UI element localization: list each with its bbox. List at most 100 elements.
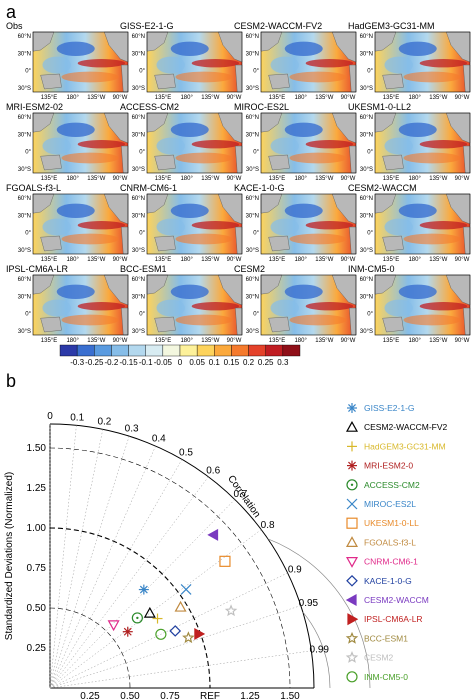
taylor-corr-ray xyxy=(49,429,104,689)
map-lon-tick: 180° xyxy=(180,95,193,101)
panel-a-label: a xyxy=(6,2,17,22)
map-frame xyxy=(374,193,471,255)
map-panel: FGOALS-f3-L 60°N 30°N 0° 30°S 135°E 180° 135°W 9… xyxy=(6,183,129,263)
map-lat-tick: 30°S xyxy=(246,329,259,335)
map-lon-tick: 90°W xyxy=(455,176,470,182)
taylor-marker xyxy=(345,631,359,644)
map-lat-tick: 30°S xyxy=(132,86,145,92)
map-lon-tick: 180° xyxy=(294,176,307,182)
colorbar-tick: 0.1 xyxy=(209,358,221,367)
map-lat-tick: 0° xyxy=(367,231,373,237)
map-title: GISS-E2-1-G xyxy=(120,21,174,31)
legend-label: MRI-ESM2-0 xyxy=(364,461,413,471)
taylor-marker xyxy=(345,556,359,568)
map-anomaly-warm xyxy=(289,233,347,245)
taylor-marker xyxy=(347,441,357,452)
map-lat-tick: 0° xyxy=(367,69,373,75)
map-lon-tick: 135°E xyxy=(155,338,171,344)
legend-label: MIROC-ES2L xyxy=(364,499,416,509)
map-lon-tick: 135°W xyxy=(87,257,105,263)
legend-label: BCC-ESM1 xyxy=(364,633,408,643)
map-lon-tick: 90°W xyxy=(227,338,242,344)
taylor-corr-tick: 0.8 xyxy=(261,520,275,531)
map-lon-tick: 135°E xyxy=(269,338,285,344)
taylor-marker xyxy=(346,574,358,587)
taylor-corr-tick: 0.3 xyxy=(125,424,139,435)
map-anomaly-warm xyxy=(419,302,468,311)
map-lon-tick: 135°E xyxy=(269,176,285,182)
map-panel: CESM2 60°N 30°N 0° 30°S 135°E 180° 135°W 90°W xyxy=(234,264,357,344)
map-land-australia xyxy=(268,235,290,252)
map-panel: CNRM-CM6-1 60°N 30°N 0° 30°S 135°E 180° 135°W 90… xyxy=(120,183,243,263)
map-anomaly-warm xyxy=(175,152,233,164)
map-anomaly-warm xyxy=(61,71,119,83)
taylor-y-tick: 1.50 xyxy=(27,443,47,454)
legend-label: INM-CM5-0 xyxy=(364,672,408,682)
map-lon-tick: 135°E xyxy=(383,257,399,263)
panel-b-label: b xyxy=(6,371,16,391)
legend-label: CESM2-WACCM xyxy=(364,595,429,605)
taylor-y-tick: 1.25 xyxy=(27,483,47,494)
map-lat-tick: 60°N xyxy=(360,196,373,202)
map-lon-tick: 135°W xyxy=(87,95,105,101)
taylor-corr-ray xyxy=(49,425,77,689)
colorbar-tick: -0.05 xyxy=(154,358,173,367)
map-lat-tick: 60°N xyxy=(360,34,373,40)
map-land-australia xyxy=(382,154,404,171)
taylor-corr-ray xyxy=(49,445,156,689)
taylor-marker xyxy=(347,613,359,626)
colorbar: -0.3 -0.25 -0.2 -0.15 -0.1 -0.05 0 0.05 0.1 0.15 0… xyxy=(59,344,301,367)
map-lat-tick: 0° xyxy=(25,69,31,75)
map-lon-tick: 135°W xyxy=(315,95,333,101)
map-anomaly-warm xyxy=(419,221,468,230)
map-frame xyxy=(32,112,129,174)
map-lat-tick: 0° xyxy=(253,69,259,75)
taylor-marker xyxy=(138,584,149,595)
colorbar-segment xyxy=(76,344,95,357)
taylor-y-tick: 0.75 xyxy=(27,563,47,574)
map-lon-tick: 90°W xyxy=(341,338,356,344)
colorbar-segment xyxy=(265,344,284,357)
map-anomaly-warm xyxy=(403,71,461,83)
map-lon-tick: 180° xyxy=(294,95,307,101)
taylor-corr-ray xyxy=(49,476,209,689)
taylor-marker xyxy=(346,517,358,529)
map-lon-tick: 135°W xyxy=(429,176,447,182)
map-lat-tick: 60°N xyxy=(132,196,145,202)
map-frame xyxy=(146,112,243,174)
map-anomaly-warm xyxy=(403,152,461,164)
map-anomaly-cold xyxy=(384,218,413,236)
map-lon-tick: 135°E xyxy=(155,176,171,182)
map-lon-tick: 135°E xyxy=(155,95,171,101)
map-lat-tick: 30°S xyxy=(132,248,145,254)
map-lon-tick: 135°E xyxy=(269,95,285,101)
map-lat-tick: 0° xyxy=(367,312,373,318)
map-land-australia xyxy=(382,316,404,333)
map-anomaly-warm xyxy=(175,233,233,245)
map-land-australia xyxy=(268,154,290,171)
map-anomaly-cold xyxy=(270,299,299,317)
map-lat-tick: 0° xyxy=(139,312,145,318)
map-anomaly-cold xyxy=(398,284,437,299)
map-land-australia xyxy=(40,73,62,90)
map-lon-tick: 135°W xyxy=(201,176,219,182)
taylor-marker xyxy=(143,606,156,618)
map-anomaly-cold xyxy=(170,41,209,56)
map-anomaly-warm xyxy=(305,221,354,230)
map-anomaly-cold xyxy=(156,218,185,236)
map-lon-tick: 180° xyxy=(294,338,307,344)
map-anomaly-warm xyxy=(191,221,240,230)
map-lat-tick: 30°N xyxy=(360,132,373,138)
map-anomaly-cold xyxy=(270,137,299,155)
map-anomaly-warm xyxy=(191,302,240,311)
colorbar-segment xyxy=(128,344,146,357)
map-anomaly-cold xyxy=(270,218,299,236)
map-anomaly-cold xyxy=(384,299,413,317)
map-lon-tick: 180° xyxy=(66,95,79,101)
map-title: INM-CM5-0 xyxy=(348,264,395,274)
map-lat-tick: 60°N xyxy=(18,277,31,283)
taylor-x-tick: 0.25 xyxy=(80,691,100,700)
map-lon-tick: 90°W xyxy=(113,95,128,101)
map-anomaly-cold xyxy=(56,203,95,218)
map-anomaly-cold xyxy=(56,284,95,299)
